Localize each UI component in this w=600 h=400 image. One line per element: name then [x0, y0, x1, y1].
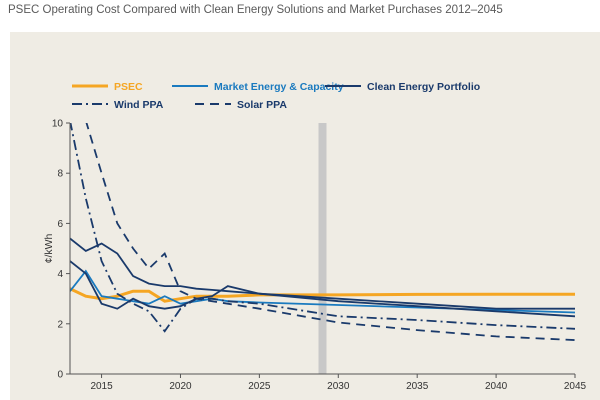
y-tick-label: 2: [57, 319, 63, 330]
legend-label: Wind PPA: [114, 99, 164, 111]
y-tick-label: 6: [57, 219, 63, 230]
y-axis-label: ¢/kWh: [43, 233, 55, 263]
plot-area: [70, 123, 575, 374]
y-tick-label: 8: [57, 169, 63, 180]
series-line-wind-ppa: [70, 123, 575, 333]
x-tick-label: 2035: [406, 381, 429, 392]
x-tick-label: 2030: [327, 381, 350, 392]
chart-panel: [10, 32, 600, 400]
series-line-solar-ppa: [85, 123, 575, 341]
x-tick-label: 2025: [248, 381, 271, 392]
legend-label: Solar PPA: [237, 99, 287, 111]
legend-label: PSEC: [114, 81, 143, 93]
y-tick-label: 0: [57, 370, 63, 381]
x-tick-label: 2040: [485, 381, 508, 392]
legend: PSEC Market Energy & Capacity Clean Energy…: [72, 81, 480, 111]
chart-title: PSEC Operating Cost Compared with Clean …: [8, 4, 503, 16]
x-tick-label: 2015: [90, 381, 113, 392]
y-tick-label: 4: [57, 269, 63, 280]
axes: 0 2 4 6 8 10 2015 2020 2025 2030 2035 2040 2045 ¢/kWh: [43, 119, 587, 393]
x-tick-label: 2020: [169, 381, 192, 392]
legend-label: Market Energy & Capacity: [214, 81, 344, 93]
series-line-clean-energy-portfolio-upper: [70, 237, 575, 310]
legend-label: Clean Energy Portfolio: [367, 81, 480, 93]
x-tick-label: 2045: [564, 381, 587, 392]
series-line-clean-energy-portfolio: [70, 260, 575, 318]
y-tick-label: 10: [52, 119, 64, 130]
shaded-band: [318, 123, 327, 374]
